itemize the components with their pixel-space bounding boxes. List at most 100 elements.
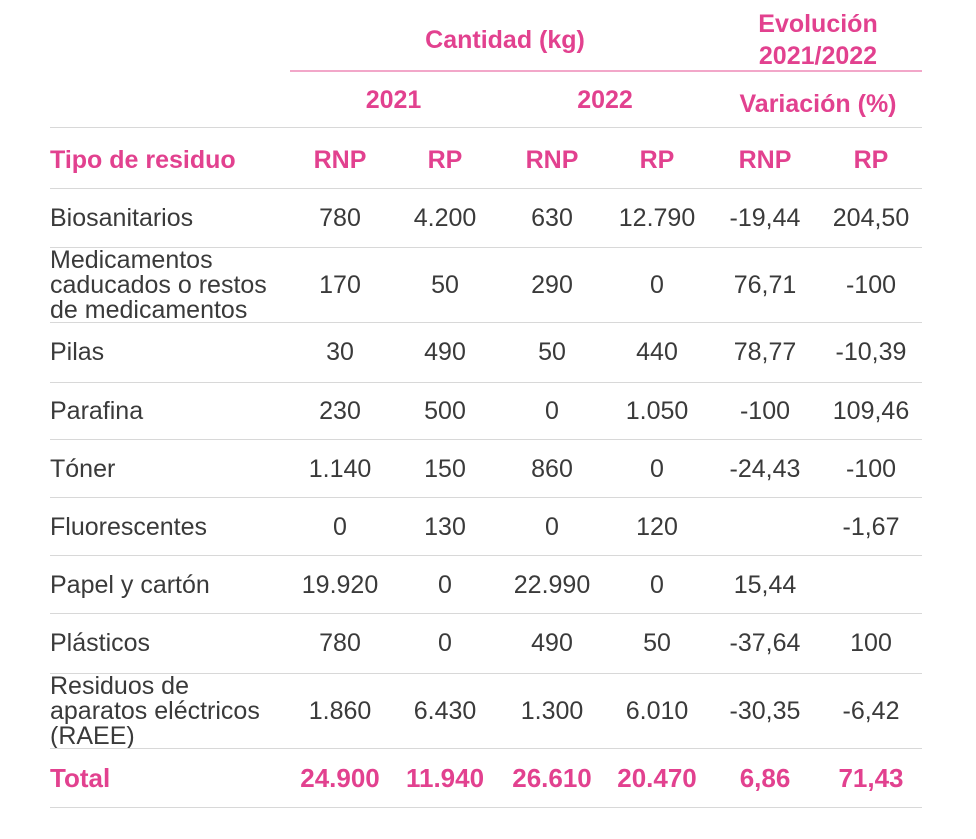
table-row: Tóner 1.140 150 860 0 -24,43 -100 <box>0 439 976 499</box>
cell-value: 230 <box>319 396 361 425</box>
cell-value: -10,39 <box>835 337 907 366</box>
cell-value: 100 <box>850 628 892 657</box>
table-row: Pilas 30 490 50 440 78,77 -10,39 <box>0 322 976 382</box>
cell-value: 1.050 <box>625 396 689 425</box>
column-2021-rp: RP <box>427 145 463 174</box>
row-divider <box>50 382 922 383</box>
cell-value: 780 <box>319 203 361 232</box>
total-value: 24.900 <box>300 762 380 793</box>
cell-value: 15,44 <box>733 570 797 599</box>
total-label: Total <box>50 762 111 793</box>
cell-value: 76,71 <box>733 270 797 299</box>
row-label: Medicamentos caducados o restos de medic… <box>50 245 267 324</box>
cell-value: 204,50 <box>832 203 910 232</box>
total-row: Total 24.900 11.940 26.610 20.470 6,86 7… <box>0 748 976 808</box>
table-row: Medicamentos caducados o restos de medic… <box>0 245 976 324</box>
header-divider-years <box>50 127 922 128</box>
cell-value: 0 <box>545 396 559 425</box>
cell-value: 490 <box>424 337 466 366</box>
table-bottom-divider <box>50 807 922 808</box>
cell-value: -100 <box>845 454 897 483</box>
total-value: 71,43 <box>838 762 904 793</box>
row-divider <box>50 247 922 248</box>
header-evolucion-line2: 2021/2022 <box>758 42 878 70</box>
cell-value: 0 <box>438 628 452 657</box>
column-tipo: Tipo de residuo <box>50 145 236 174</box>
cell-value: 50 <box>643 628 671 657</box>
column-2022-rnp: RNP <box>525 145 579 174</box>
row-divider <box>50 497 922 498</box>
cell-value: 1.860 <box>308 696 372 725</box>
cell-value: 78,77 <box>733 337 797 366</box>
row-label: Papel y cartón <box>50 570 210 599</box>
cell-value: -100 <box>739 396 791 425</box>
column-var-rnp: RNP <box>738 145 792 174</box>
row-divider <box>50 322 922 323</box>
cell-value: 120 <box>636 512 678 541</box>
cell-value: 109,46 <box>832 396 910 425</box>
row-label: Residuos de aparatos eléctricos (RAEE) <box>50 671 260 750</box>
cell-value: 22.990 <box>513 570 591 599</box>
cell-value: 50 <box>538 337 566 366</box>
cell-value: 30 <box>326 337 354 366</box>
cell-value: 1.300 <box>520 696 584 725</box>
cell-value: -100 <box>845 270 897 299</box>
cell-value: 0 <box>333 512 347 541</box>
table-row: Parafina 230 500 0 1.050 -100 109,46 <box>0 381 976 441</box>
header-cantidad: Cantidad (kg) <box>425 26 585 54</box>
cell-value: 130 <box>424 512 466 541</box>
cell-value: -1,67 <box>842 512 900 541</box>
header-divider-top <box>290 70 922 72</box>
cell-value: 780 <box>319 628 361 657</box>
row-divider <box>50 748 922 749</box>
cell-value: 0 <box>438 570 452 599</box>
row-divider <box>50 613 922 614</box>
column-header-row: Tipo de residuo RNP RP RNP RP RNP RP <box>0 130 976 190</box>
row-label: Pilas <box>50 337 105 366</box>
row-divider <box>50 188 922 189</box>
column-var-rp: RP <box>853 145 889 174</box>
cell-value: 500 <box>424 396 466 425</box>
cell-value: 0 <box>650 270 664 299</box>
cell-value: 12.790 <box>618 203 696 232</box>
cell-value: 0 <box>545 512 559 541</box>
row-divider <box>50 439 922 440</box>
table-row: Plásticos 780 0 490 50 -37,64 100 <box>0 613 976 673</box>
row-divider <box>50 555 922 556</box>
cell-value: 630 <box>531 203 573 232</box>
cell-value: 440 <box>636 337 678 366</box>
row-label: Parafina <box>50 396 144 425</box>
cell-value: 0 <box>650 570 664 599</box>
cell-value: 170 <box>319 270 361 299</box>
cell-value: 4.200 <box>413 203 477 232</box>
cell-value <box>712 497 818 557</box>
total-value: 11.940 <box>405 762 485 793</box>
total-value: 6,86 <box>739 762 791 793</box>
table-row: Papel y cartón 19.920 0 22.990 0 15,44 <box>0 555 976 615</box>
cell-value: -30,35 <box>729 696 801 725</box>
table-row: Biosanitarios 780 4.200 630 12.790 -19,4… <box>0 188 976 248</box>
total-value: 20.470 <box>617 762 697 793</box>
cell-value: -24,43 <box>729 454 801 483</box>
cell-value: 860 <box>531 454 573 483</box>
row-label: Biosanitarios <box>50 203 194 232</box>
cell-value: -37,64 <box>729 628 801 657</box>
cell-value: 6.010 <box>625 696 689 725</box>
cell-value: -6,42 <box>842 696 900 725</box>
row-label: Plásticos <box>50 628 151 657</box>
header-variacion: Variación (%) <box>739 90 897 118</box>
cell-value: 0 <box>650 454 664 483</box>
cell-value: 150 <box>424 454 466 483</box>
cell-value: 1.140 <box>308 454 372 483</box>
table-row: Residuos de aparatos eléctricos (RAEE) 1… <box>0 673 976 749</box>
row-label: Fluorescentes <box>50 512 208 541</box>
row-divider <box>50 673 922 674</box>
header-evolucion-line1: Evolución <box>758 10 878 38</box>
cell-value: 6.430 <box>413 696 477 725</box>
cell-value: 19.920 <box>301 570 379 599</box>
cell-value: 290 <box>531 270 573 299</box>
row-label: Tóner <box>50 454 116 483</box>
header-year-2022: 2022 <box>577 86 633 114</box>
cell-value: -19,44 <box>729 203 801 232</box>
column-2021-rnp: RNP <box>313 145 367 174</box>
